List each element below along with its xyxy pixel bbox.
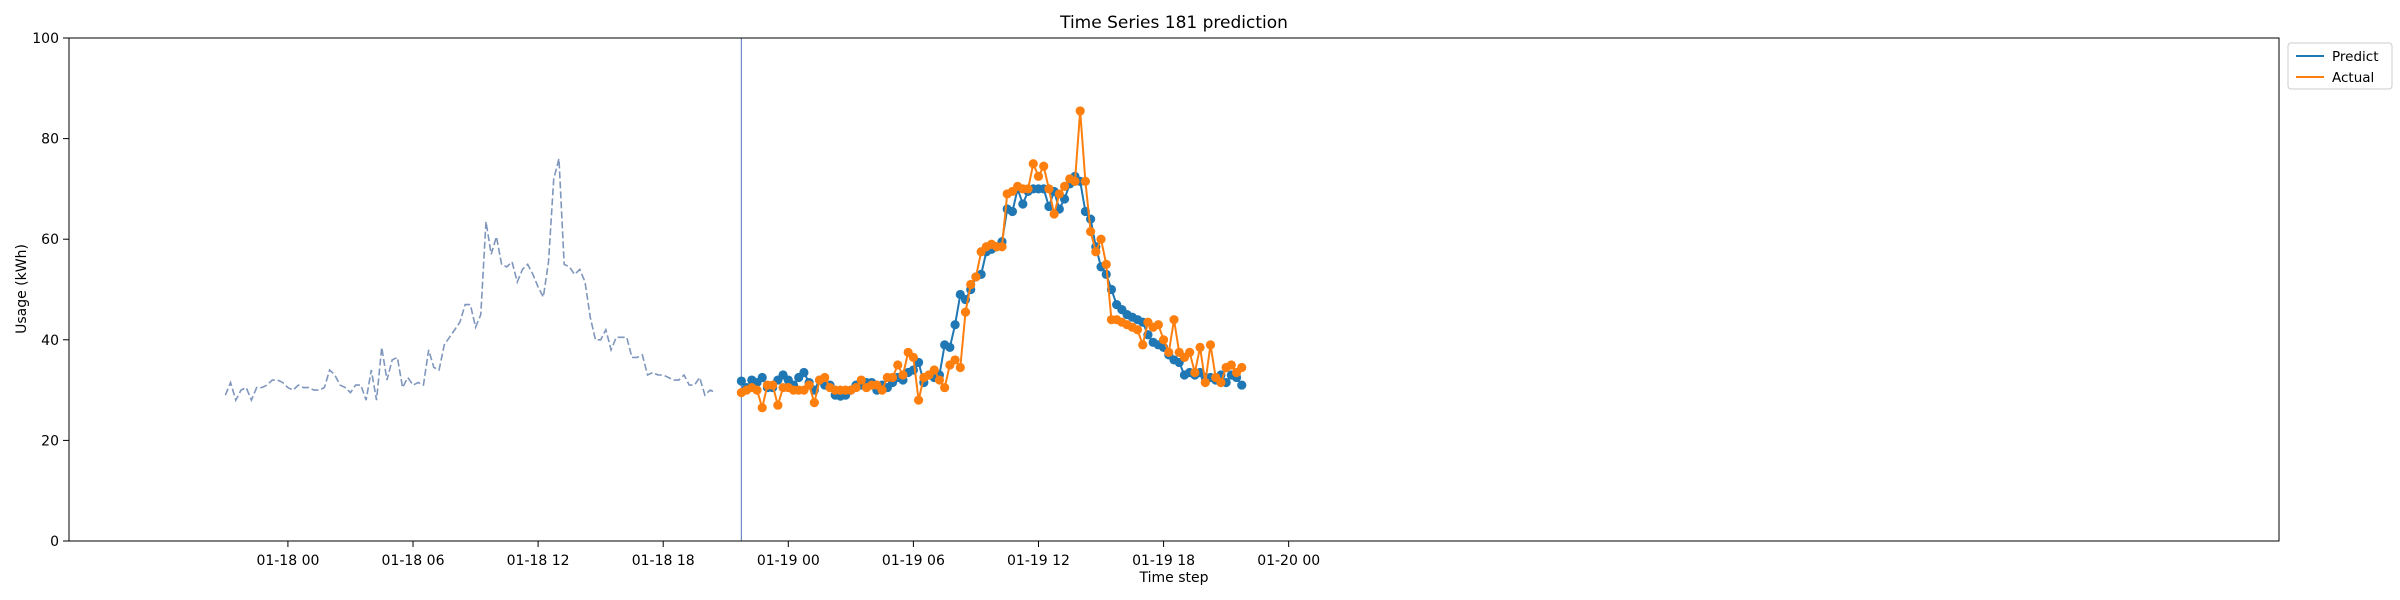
actual-point: [887, 372, 898, 383]
actual-point: [1080, 176, 1090, 186]
actual-point: [1190, 367, 1200, 378]
actual-point: [1164, 347, 1174, 357]
actual-line: [740, 110, 1243, 412]
actual-point: [877, 385, 887, 395]
y-tick-label: 60: [41, 232, 59, 248]
legend[interactable]: Predict Actual: [2287, 42, 2393, 90]
predict-point: [1018, 199, 1028, 209]
actual-point: [1158, 335, 1169, 345]
actual-point: [929, 365, 939, 375]
y-tick-label: 40: [41, 333, 59, 349]
actual-point: [893, 360, 903, 370]
actual-point: [934, 375, 945, 385]
actual-point: [1200, 377, 1210, 388]
actual-point: [1039, 161, 1049, 171]
actual-point: [1153, 320, 1163, 330]
actual-point: [955, 362, 965, 373]
actual-point: [851, 382, 861, 393]
actual-point: [1044, 184, 1054, 194]
actual-point: [1216, 377, 1226, 388]
actual-point: [1132, 325, 1143, 335]
x-tick-label: 01-19 12: [1007, 553, 1070, 569]
x-tick-label: 01-19 18: [1132, 553, 1195, 569]
predict-point: [736, 376, 746, 386]
x-tick-label: 01-19 00: [757, 553, 820, 569]
x-tick-label: 01-18 00: [256, 553, 319, 569]
y-axis-label: Usage (kWh): [14, 244, 30, 334]
actual-point: [1033, 171, 1044, 181]
actual-point: [971, 272, 981, 282]
predict-point: [908, 365, 918, 375]
actual-point: [804, 380, 814, 390]
actual-point: [1070, 176, 1080, 186]
actual-point: [752, 385, 762, 395]
y-tick-label: 100: [32, 31, 59, 47]
x-tick-label: 01-18 12: [507, 553, 570, 569]
actual-point: [1075, 106, 1085, 116]
x-tick-label: 01-20 00: [1257, 553, 1320, 569]
actual-point: [966, 279, 976, 290]
actual-point: [1096, 234, 1106, 244]
legend-actual-label: Actual: [2332, 70, 2374, 86]
actual-point: [820, 372, 830, 383]
actual-point: [1049, 209, 1059, 219]
axes-layer: 0 20 40 60 80 100 01-18 00 01-18 06 01-18 12 01-1…: [32, 31, 1320, 569]
actual-point: [773, 400, 783, 410]
actual-point: [768, 380, 778, 390]
predict-series: [736, 171, 1247, 401]
predict-point: [1237, 380, 1247, 390]
actual-point: [997, 242, 1007, 252]
y-tick-label: 80: [41, 132, 59, 148]
predict-point: [799, 367, 809, 378]
plot-layer: [224, 38, 1247, 541]
actual-point: [856, 375, 866, 385]
actual-point: [940, 382, 950, 393]
actual-point: [757, 403, 767, 413]
predict-point: [945, 342, 955, 352]
actual-point: [950, 355, 960, 365]
x-tick-label: 01-18 18: [632, 553, 695, 569]
y-tick-label: 0: [50, 534, 59, 550]
actual-point: [1059, 181, 1070, 191]
actual-point: [1205, 340, 1216, 350]
actual-point: [1185, 347, 1195, 357]
actual-point: [1091, 247, 1101, 257]
actual-point: [898, 370, 908, 380]
y-tick-label: 20: [41, 433, 59, 449]
actual-point: [1237, 362, 1247, 373]
actual-point: [1086, 227, 1096, 237]
actual-point: [1028, 159, 1038, 169]
actual-point: [1023, 184, 1033, 194]
predict-line: [740, 174, 1243, 398]
actual-point: [809, 398, 819, 408]
x-tick-label: 01-19 06: [882, 553, 945, 569]
predict-point: [1007, 206, 1018, 217]
actual-series: [736, 106, 1247, 413]
actual-point: [908, 352, 918, 363]
history-series-line: [224, 158, 716, 403]
predict-point: [950, 320, 960, 330]
actual-point: [1195, 342, 1205, 352]
x-tick-label: 01-18 06: [382, 553, 445, 569]
legend-predict-label: Predict: [2332, 49, 2379, 65]
actual-point: [960, 307, 971, 317]
actual-point: [1101, 259, 1111, 269]
actual-point: [1226, 360, 1236, 370]
actual-point: [913, 395, 924, 405]
actual-point: [1169, 315, 1179, 325]
plot-frame: [68, 37, 2280, 542]
x-axis-label: Time step: [1139, 570, 1209, 586]
chart-title: Time Series 181 prediction: [1059, 13, 1288, 33]
actual-point: [1138, 340, 1148, 350]
actual-point: [1054, 189, 1064, 199]
predict-point: [757, 372, 767, 383]
